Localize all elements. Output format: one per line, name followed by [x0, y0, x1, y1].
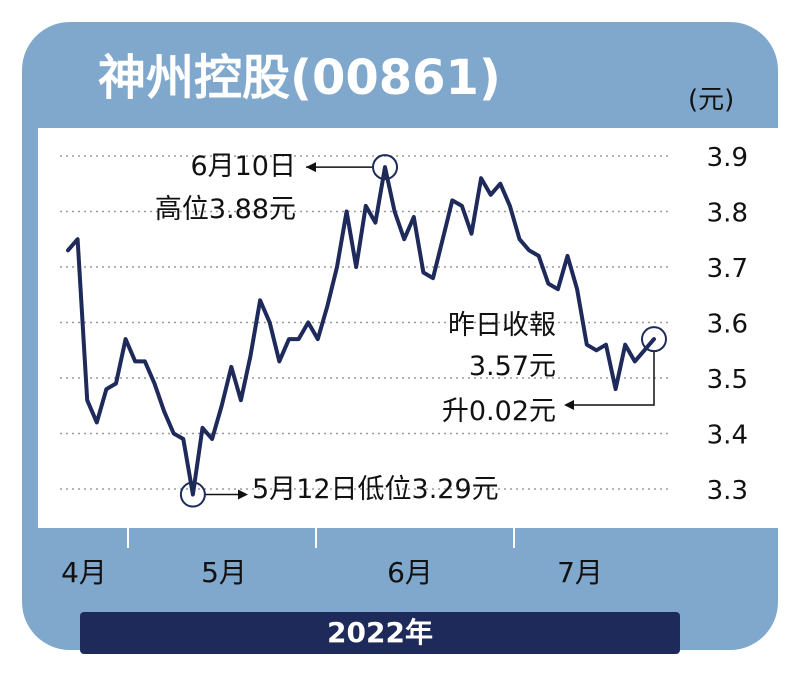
y-tick-label: 3.8: [707, 199, 748, 229]
x-tick-label: 5月: [201, 556, 247, 589]
low-leader-arrow: [238, 489, 248, 500]
y-tick-label: 3.4: [707, 421, 748, 451]
year-bar: [80, 612, 680, 654]
close-annotation-change: 升0.02元: [442, 396, 556, 427]
chart-title: 神州控股(00861): [98, 50, 501, 106]
x-tick-label: 4月: [61, 556, 107, 589]
close-annotation-title: 昨日收報: [448, 310, 556, 341]
y-tick-label: 3.7: [707, 254, 748, 284]
close-leader-line: [566, 351, 655, 406]
low-annotation: 5月12日低位3.29元: [252, 474, 499, 505]
y-unit-label: (元): [688, 85, 734, 115]
high-point-marker: [372, 154, 399, 181]
y-tick-label: 3.9: [707, 143, 748, 173]
plot-panel: [38, 128, 778, 528]
year-label: 2022年: [327, 616, 433, 649]
price-series-line: [66, 165, 656, 497]
x-axis: 4月 5月 6月 7月: [61, 528, 603, 589]
y-tick-label: 3.6: [707, 310, 748, 340]
y-tick-label: 3.3: [707, 476, 748, 506]
y-axis-ticks: 3.9 3.8 3.7 3.6 3.5 3.4 3.3: [707, 143, 748, 506]
high-annotation-value: 高位3.88元: [155, 194, 296, 225]
high-leader-arrow: [306, 162, 316, 173]
annotation-leaders: [204, 162, 655, 500]
close-leader-arrow: [564, 400, 574, 410]
x-tick-label: 6月: [387, 556, 433, 589]
close-point-marker: [641, 326, 667, 353]
y-tick-label: 3.5: [707, 365, 748, 395]
x-tick-label: 7月: [557, 556, 603, 589]
high-annotation-date: 6月10日: [190, 151, 296, 182]
low-point-marker: [179, 481, 206, 508]
close-annotation-price: 3.57元: [469, 351, 556, 382]
